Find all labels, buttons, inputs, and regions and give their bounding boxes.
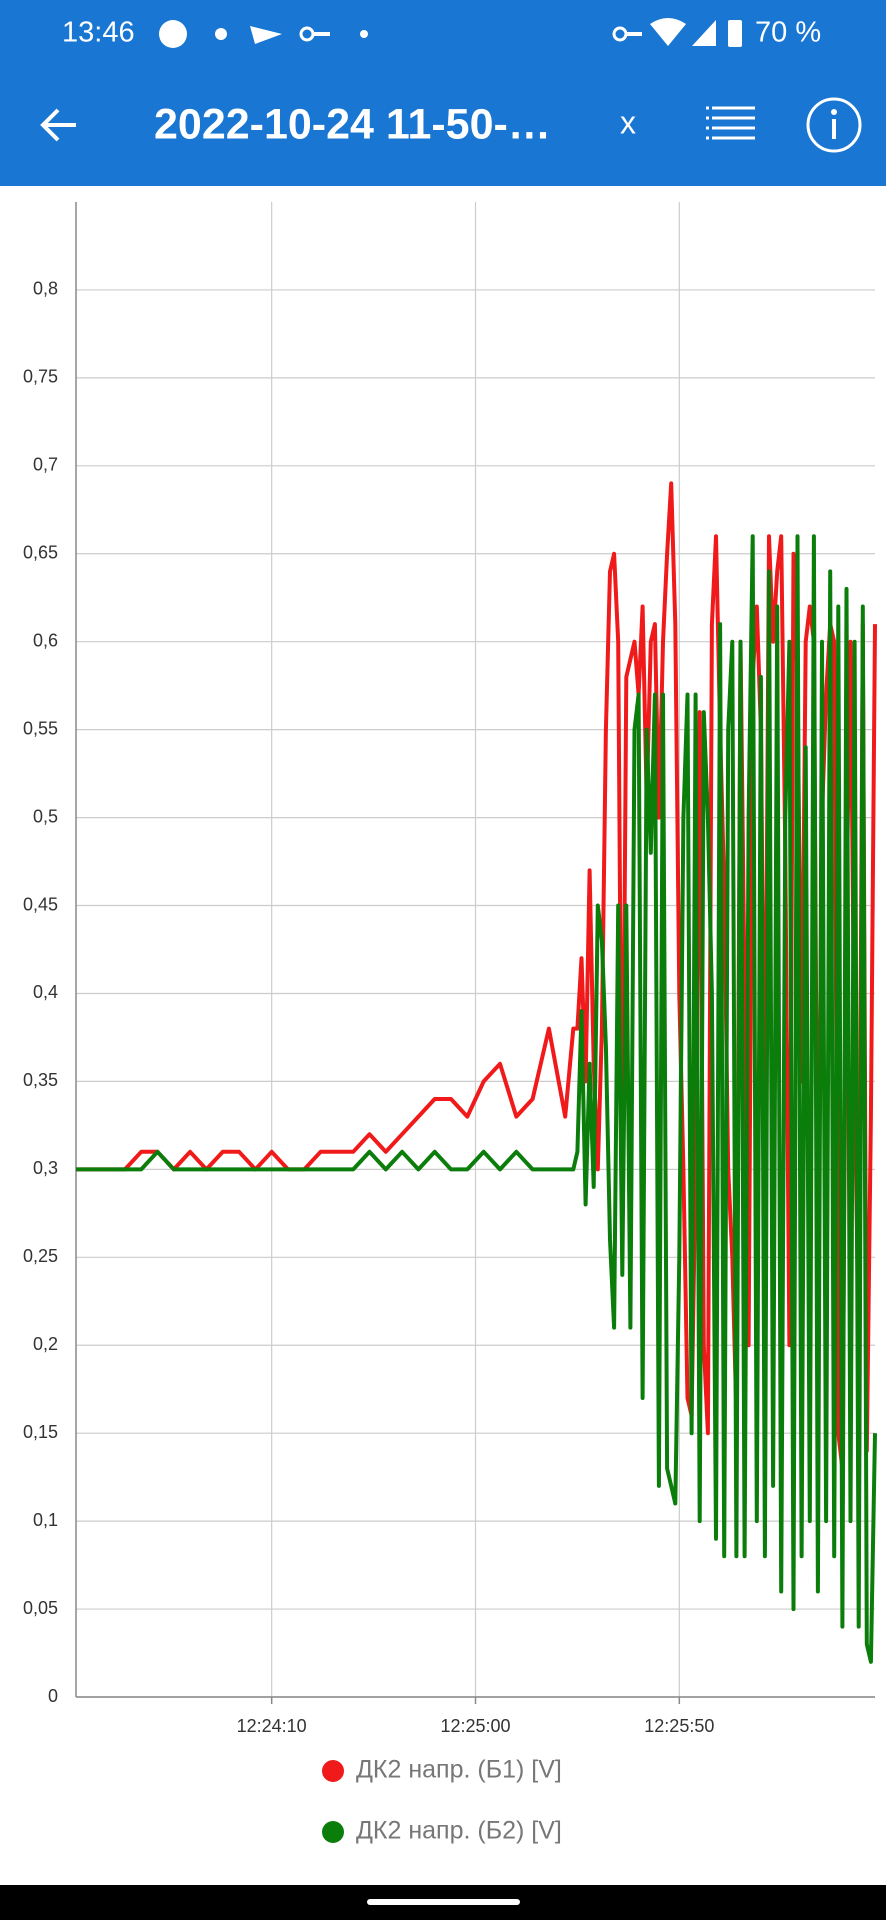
list-button[interactable] — [706, 106, 755, 140]
back-button[interactable] — [40, 108, 76, 142]
y-tick-label: 0,05 — [23, 1598, 58, 1618]
legend-label: ДК2 напр. (Б1) [V] — [356, 1756, 562, 1784]
y-tick-label: 0,15 — [23, 1422, 58, 1442]
file-title: 2022-10-24 11-50-… — [154, 100, 551, 148]
y-tick-label: 0,5 — [33, 806, 58, 826]
y-tick-label: 0,8 — [33, 279, 58, 299]
close-button[interactable]: x — [620, 104, 636, 140]
plot: 0 0,05 0,1 0,15 0,2 0,25 0,3 0,35 0,4 0,45 0,5 0,55… — [23, 202, 877, 1845]
status-battery: 70 % — [755, 17, 821, 49]
home-indicator[interactable] — [367, 1899, 520, 1905]
x-tick-label: 12:25:00 — [440, 1716, 510, 1736]
y-tick-label: 0,75 — [23, 367, 58, 387]
y-tick-label: 0,7 — [33, 455, 58, 475]
y-tick-label: 0,4 — [33, 982, 58, 1002]
y-tick-label: 0,45 — [23, 894, 58, 914]
legend-marker — [322, 1821, 344, 1843]
y-tick-label: 0,6 — [33, 630, 58, 650]
info-button[interactable] — [806, 97, 862, 153]
y-tick-label: 0,55 — [23, 718, 58, 738]
legend-label: ДК2 напр. (Б2) [V] — [356, 1817, 562, 1845]
y-tick-label: 0,65 — [23, 543, 58, 563]
y-tick-label: 0,2 — [33, 1334, 58, 1354]
y-tick-label: 0,3 — [33, 1158, 58, 1178]
x-tick-label: 12:25:50 — [644, 1716, 714, 1736]
y-tick-label: 0,25 — [23, 1246, 58, 1266]
x-tick-label: 12:24:10 — [237, 1716, 307, 1736]
y-tick-label: 0,1 — [33, 1510, 58, 1530]
y-tick-label: 0 — [48, 1686, 58, 1706]
status-time: 13:46 — [62, 17, 135, 49]
legend-marker — [322, 1760, 344, 1782]
status-icons — [159, 18, 742, 48]
y-tick-label: 0,35 — [23, 1070, 58, 1090]
series-line — [76, 534, 877, 1664]
